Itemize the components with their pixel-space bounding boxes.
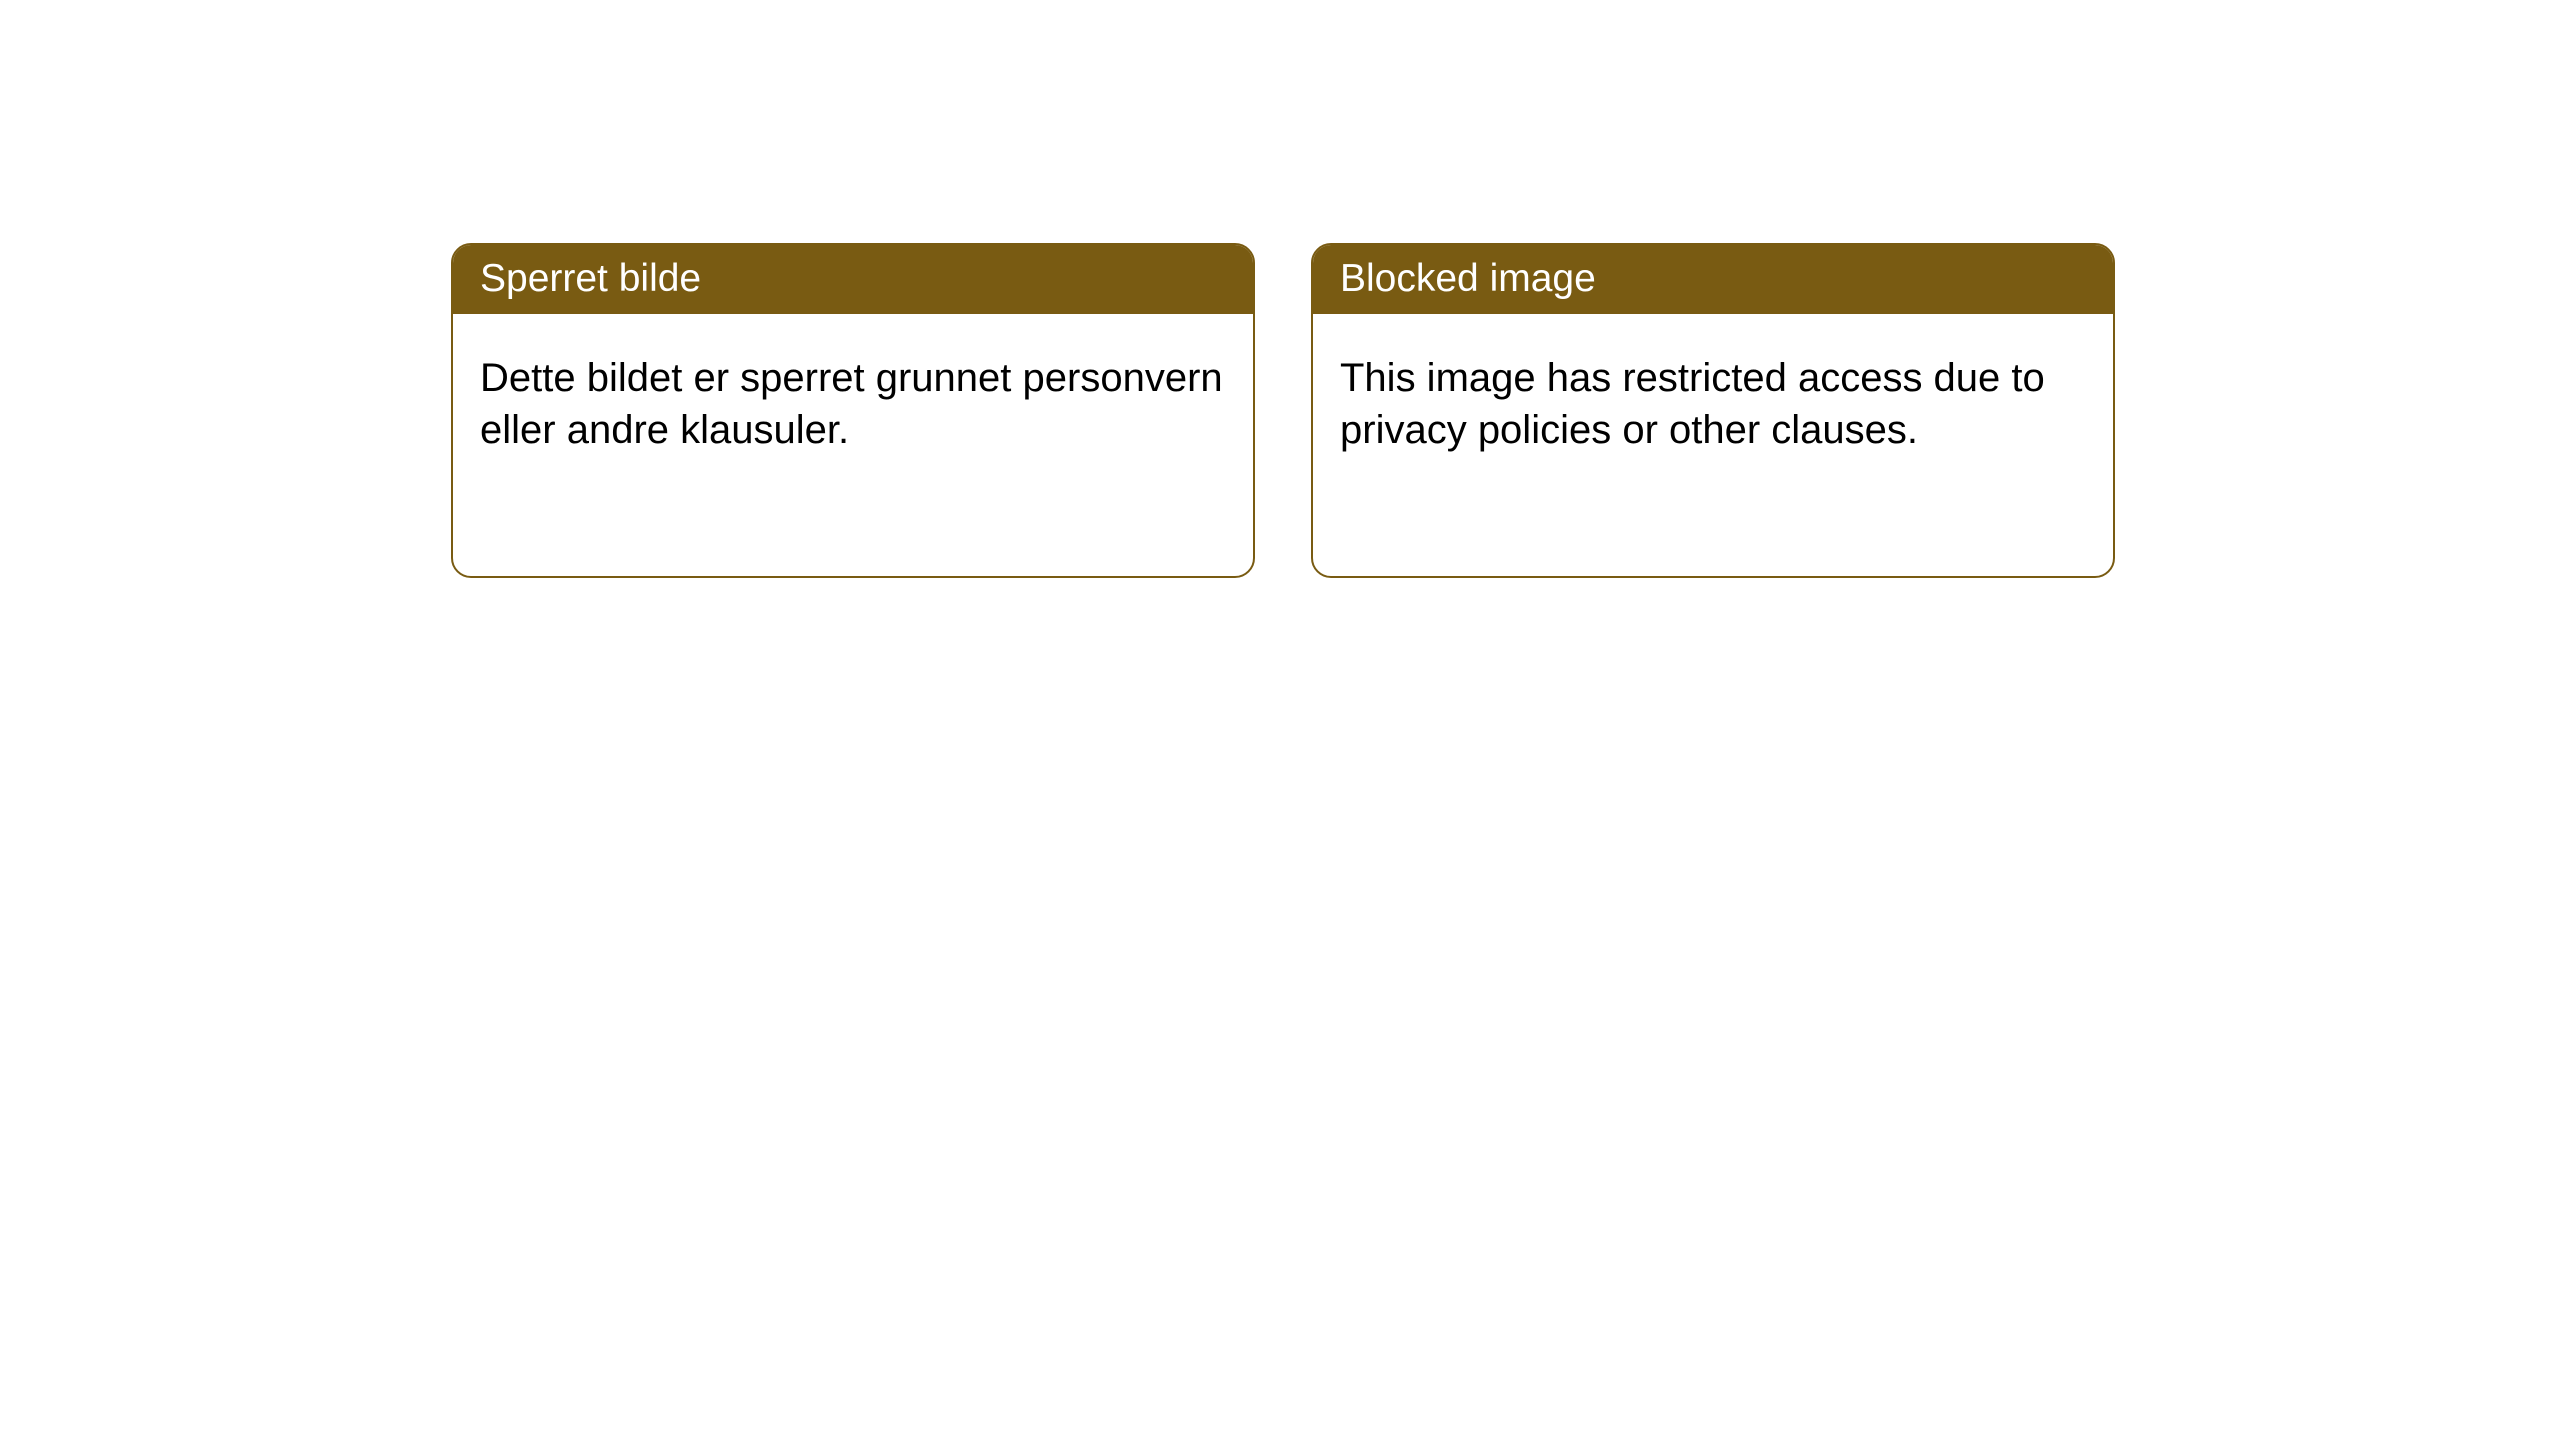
notice-header: Sperret bilde <box>453 245 1253 314</box>
notice-container: Sperret bilde Dette bildet er sperret gr… <box>451 243 2115 578</box>
notice-card-english: Blocked image This image has restricted … <box>1311 243 2115 578</box>
notice-header: Blocked image <box>1313 245 2113 314</box>
notice-body: Dette bildet er sperret grunnet personve… <box>453 314 1253 483</box>
notice-body: This image has restricted access due to … <box>1313 314 2113 483</box>
notice-card-norwegian: Sperret bilde Dette bildet er sperret gr… <box>451 243 1255 578</box>
